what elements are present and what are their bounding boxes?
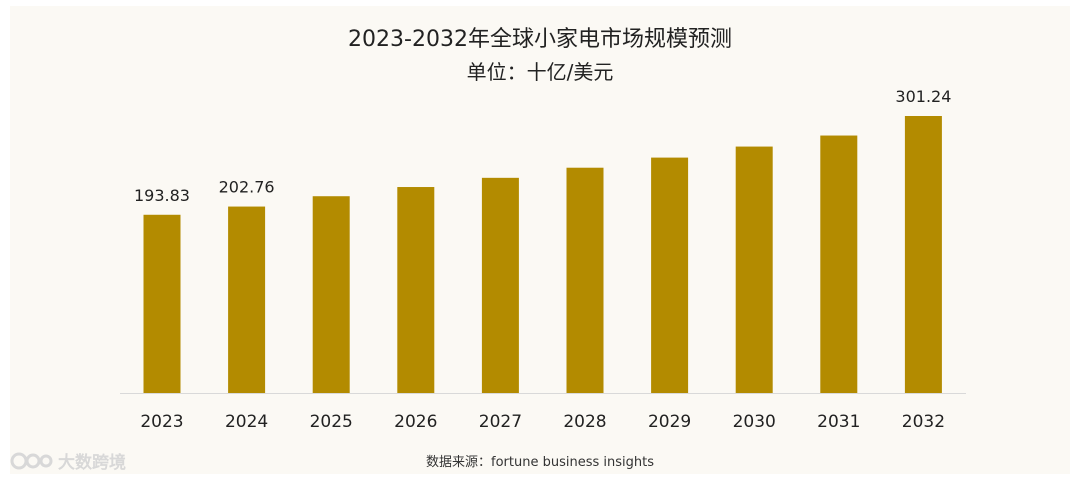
data-label-2024: 202.76 <box>219 178 275 197</box>
x-tick-label-2032: 2032 <box>902 412 945 432</box>
x-tick-label-2024: 2024 <box>225 412 268 432</box>
bar-2031 <box>820 135 858 393</box>
chart-title: 2023-2032年全球小家电市场规模预测 <box>348 27 732 52</box>
data-label-2032: 301.24 <box>895 87 951 106</box>
x-tick-label-2026: 2026 <box>394 412 437 432</box>
bar-2026 <box>397 187 435 393</box>
x-tick-label-2028: 2028 <box>563 412 606 432</box>
bar-2032 <box>904 116 942 393</box>
brand-logo-icon <box>10 452 53 469</box>
bar-2029 <box>651 157 689 393</box>
bar-2027 <box>481 177 519 393</box>
bar-2023 <box>143 214 181 393</box>
bar-2028 <box>566 167 604 393</box>
watermark: 大数跨境 <box>10 448 126 473</box>
x-tick-label-2025: 2025 <box>310 412 353 432</box>
bar-2024 <box>228 206 266 393</box>
x-tick-label-2030: 2030 <box>733 412 776 432</box>
bar-2025 <box>312 196 350 393</box>
chart-subtitle: 单位：十亿/美元 <box>466 60 614 84</box>
x-tick-label-2023: 2023 <box>140 412 183 432</box>
bar-2030 <box>735 146 773 393</box>
x-tick-label-2031: 2031 <box>817 412 860 432</box>
chart-background <box>10 6 1070 474</box>
data-label-2023: 193.83 <box>134 186 190 205</box>
source-note: 数据来源：fortune business insights <box>426 455 654 470</box>
watermark-text: 大数跨境 <box>58 453 126 473</box>
x-tick-label-2027: 2027 <box>479 412 522 432</box>
x-tick-label-2029: 2029 <box>648 412 691 432</box>
